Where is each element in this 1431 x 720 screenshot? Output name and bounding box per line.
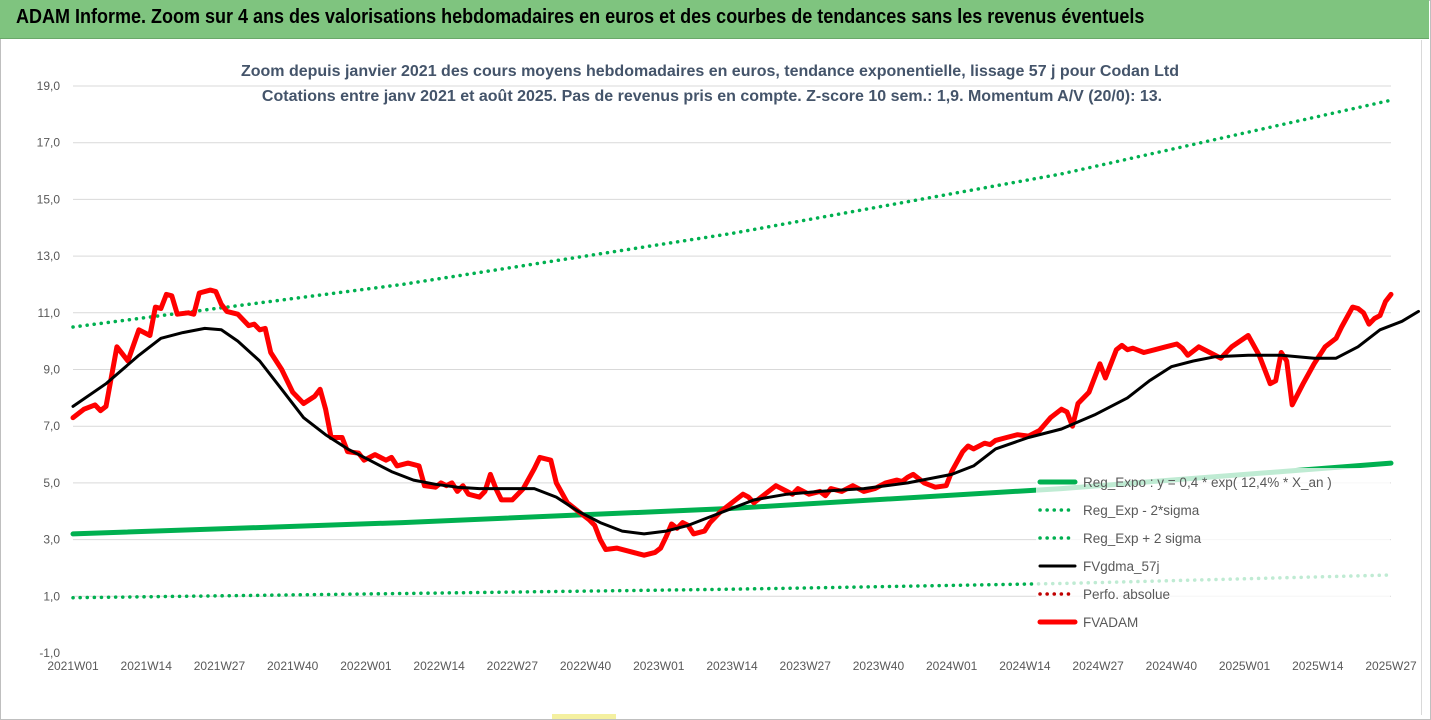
y-tick-label: 19,0 [37, 79, 61, 93]
x-tick-label: 2022W27 [487, 659, 539, 673]
x-tick-label: 2021W27 [194, 659, 246, 673]
legend: Reg_Expo : y = 0,4 * exp( 12,4% * X_an )… [1036, 468, 1390, 640]
x-tick-label: 2025W27 [1365, 659, 1417, 673]
x-tick-label: 2022W14 [413, 659, 465, 673]
chart-subtitle: Cotations entre janv 2021 et août 2025. … [262, 88, 1162, 105]
series-line [71, 98, 1393, 329]
x-tick-label: 2022W40 [560, 659, 612, 673]
x-tick-label: 2021W14 [121, 659, 173, 673]
y-tick-label: 7,0 [43, 419, 60, 433]
x-tick-label: 2023W14 [706, 659, 758, 673]
x-tick-label: 2024W14 [999, 659, 1051, 673]
sheet-scroll-marker [552, 714, 616, 719]
line-chart: Zoom depuis janvier 2021 des cours moyen… [37, 63, 1420, 673]
frame-divider [1421, 40, 1422, 715]
x-tick-label: 2021W01 [47, 659, 99, 673]
report-banner: ADAM Informe. Zoom sur 4 ans des valoris… [0, 0, 1429, 39]
y-tick-label: 17,0 [37, 136, 61, 150]
y-axis-ticks: -1,0 1,0 3,0 5,0 7,0 9,0 11,0 13,0 15,0 17,0 19,0 [37, 79, 61, 660]
legend-label: Reg_Exp - 2*sigma [1083, 503, 1200, 518]
legend-label: Reg_Expo : y = 0,4 * exp( 12,4% * X_an ) [1083, 475, 1332, 490]
x-tick-label: 2023W01 [633, 659, 685, 673]
y-tick-label: 3,0 [43, 533, 60, 547]
x-tick-label: 2024W27 [1072, 659, 1124, 673]
legend-label: FVgdma_57j [1083, 559, 1160, 574]
y-tick-label: 11,0 [38, 306, 61, 320]
series-line [71, 309, 1420, 536]
x-axis-ticks: 2021W01 2021W14 2021W27 2021W40 2022W01 2022W… [47, 659, 1417, 673]
x-tick-label: 2022W01 [340, 659, 392, 673]
y-tick-label: 9,0 [43, 363, 60, 377]
x-tick-label: 2023W27 [780, 659, 832, 673]
series-line [70, 287, 1394, 558]
x-tick-label: 2025W14 [1292, 659, 1344, 673]
legend-label: FVADAM [1083, 615, 1138, 630]
x-tick-label: 2021W40 [267, 659, 319, 673]
legend-label: Perfo. absolue [1083, 587, 1170, 602]
x-tick-label: 2024W40 [1146, 659, 1198, 673]
y-tick-label: 5,0 [43, 476, 60, 490]
x-tick-label: 2025W01 [1219, 659, 1271, 673]
banner-title: ADAM Informe. Zoom sur 4 ans des valoris… [16, 6, 1145, 28]
chart-title: Zoom depuis janvier 2021 des cours moyen… [241, 63, 1179, 80]
legend-background [1036, 468, 1390, 640]
x-tick-label: 2024W01 [926, 659, 978, 673]
y-tick-label: 13,0 [37, 249, 61, 263]
y-tick-label: 15,0 [37, 192, 61, 206]
y-tick-label: 1,0 [43, 589, 60, 603]
series-line [71, 573, 1393, 600]
x-tick-label: 2023W40 [853, 659, 905, 673]
y-tick-label: -1,0 [39, 646, 60, 660]
legend-label: Reg_Exp + 2 sigma [1083, 531, 1202, 546]
